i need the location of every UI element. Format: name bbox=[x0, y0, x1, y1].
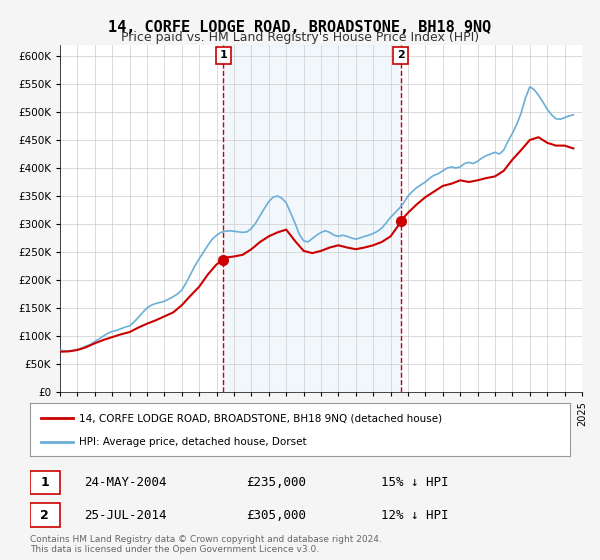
Text: 25-JUL-2014: 25-JUL-2014 bbox=[84, 508, 167, 521]
Text: 14, CORFE LODGE ROAD, BROADSTONE, BH18 9NQ (detached house): 14, CORFE LODGE ROAD, BROADSTONE, BH18 9… bbox=[79, 413, 442, 423]
Bar bbox=[223, 45, 401, 392]
Text: 12% ↓ HPI: 12% ↓ HPI bbox=[381, 508, 449, 521]
Text: Price paid vs. HM Land Registry's House Price Index (HPI): Price paid vs. HM Land Registry's House … bbox=[121, 31, 479, 44]
Text: £305,000: £305,000 bbox=[246, 508, 306, 521]
Text: £235,000: £235,000 bbox=[246, 477, 306, 489]
Text: 1: 1 bbox=[220, 50, 227, 60]
Text: 24-MAY-2004: 24-MAY-2004 bbox=[84, 477, 167, 489]
Text: Contains HM Land Registry data © Crown copyright and database right 2024.
This d: Contains HM Land Registry data © Crown c… bbox=[30, 535, 382, 554]
FancyBboxPatch shape bbox=[30, 472, 60, 494]
Text: HPI: Average price, detached house, Dorset: HPI: Average price, detached house, Dors… bbox=[79, 436, 306, 446]
Text: 15% ↓ HPI: 15% ↓ HPI bbox=[381, 477, 449, 489]
Text: 1: 1 bbox=[40, 477, 49, 489]
Text: 14, CORFE LODGE ROAD, BROADSTONE, BH18 9NQ: 14, CORFE LODGE ROAD, BROADSTONE, BH18 9… bbox=[109, 20, 491, 35]
Text: 2: 2 bbox=[397, 50, 404, 60]
Text: 2: 2 bbox=[40, 508, 49, 521]
FancyBboxPatch shape bbox=[30, 503, 60, 526]
